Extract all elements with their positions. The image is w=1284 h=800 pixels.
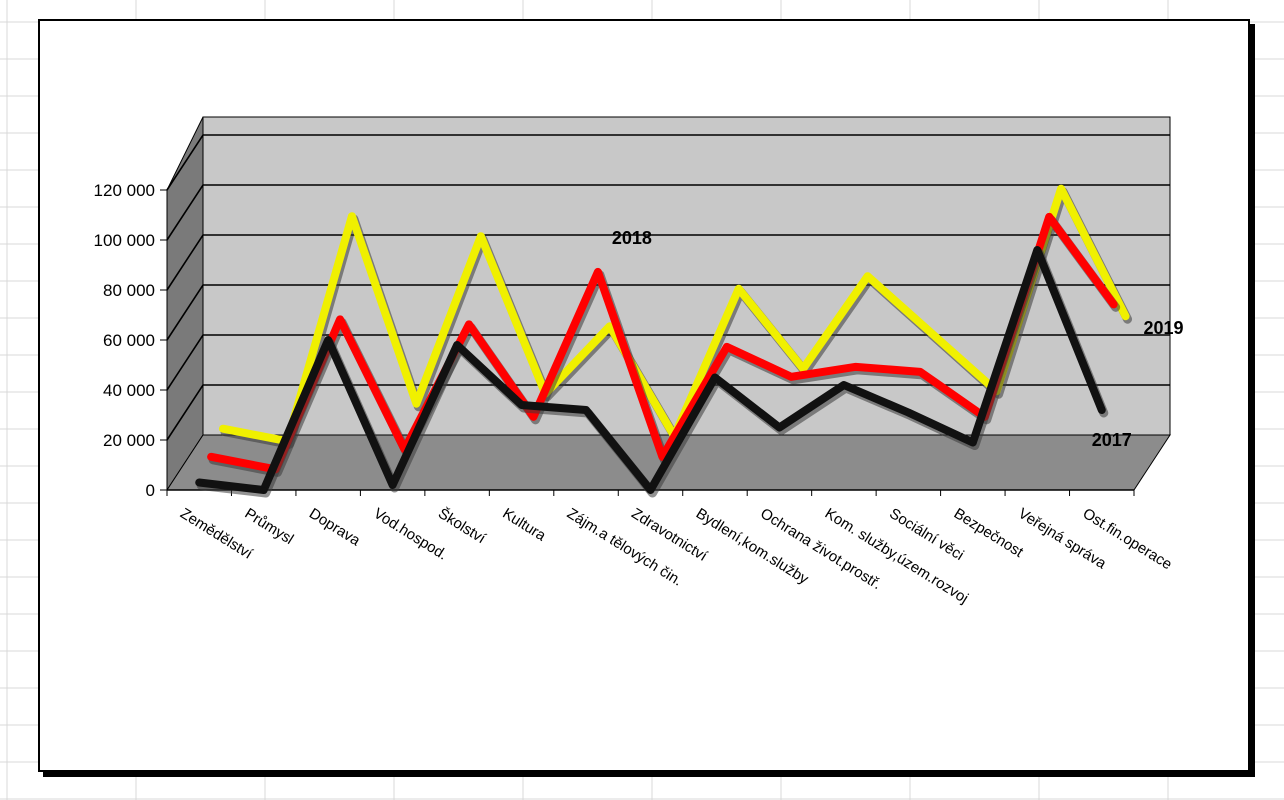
x-tick-label: Školství <box>435 505 489 548</box>
y-tick-label: 0 <box>146 481 155 500</box>
data-point <box>454 342 461 348</box>
x-tick-label: Ochrana život.prostř. <box>757 505 884 593</box>
gridline <box>166 184 1170 241</box>
data-point <box>518 402 525 408</box>
y-tick-label: 100 000 <box>94 231 155 250</box>
series-layer: 2019 2018 2017 <box>195 184 1184 498</box>
data-point <box>477 233 484 240</box>
data-point <box>1122 313 1129 320</box>
series-2017: 2017 <box>195 246 1132 498</box>
data-point <box>917 368 924 375</box>
data-point <box>260 487 267 493</box>
data-point <box>1046 213 1053 220</box>
data-point <box>659 453 666 460</box>
y-tick-label: 40 000 <box>103 381 155 400</box>
data-point <box>800 365 807 372</box>
data-point <box>1058 185 1065 192</box>
data-point <box>606 323 613 330</box>
data-point <box>840 382 847 388</box>
y-tick-label: 60 000 <box>103 331 155 350</box>
data-point <box>1098 407 1105 413</box>
data-point <box>852 363 859 370</box>
gridline <box>166 284 1170 341</box>
x-tick-label: Zájm.a tělových čin. <box>564 505 685 590</box>
data-point <box>1110 301 1117 308</box>
data-point <box>905 409 912 416</box>
y-axis: 0 20 000 40 000 60 000 80 000 100 000 120 000 <box>94 181 167 500</box>
series-label: 2019 <box>1144 318 1184 338</box>
data-point <box>776 424 783 431</box>
series-label: 2017 <box>1092 430 1132 450</box>
data-point <box>325 337 332 343</box>
x-tick-label: Průmysl <box>242 505 297 548</box>
data-point <box>647 487 654 493</box>
data-point <box>583 407 590 413</box>
data-point <box>711 374 718 381</box>
data-point <box>208 453 215 460</box>
data-point <box>348 213 355 220</box>
x-tick-label: Bydlení,kom.služby <box>693 505 812 588</box>
data-point <box>196 479 203 486</box>
data-point <box>465 321 472 328</box>
data-point <box>530 413 537 420</box>
y-tick-label: 80 000 <box>103 281 155 300</box>
data-point <box>969 439 976 446</box>
data-point <box>413 400 420 407</box>
x-tick-label: Kultura <box>499 505 549 545</box>
data-point <box>723 343 730 350</box>
data-point <box>788 373 795 380</box>
data-point <box>389 482 396 488</box>
data-point <box>594 268 601 275</box>
data-point <box>929 330 936 337</box>
x-tick-label: Doprava <box>306 505 364 550</box>
data-point <box>735 285 742 292</box>
data-point <box>219 425 226 432</box>
series-label: 2018 <box>612 228 652 248</box>
y-tick-label: 120 000 <box>94 181 155 200</box>
y-tick-label: 20 000 <box>103 431 155 450</box>
data-point <box>337 316 344 323</box>
gridline <box>166 134 1170 191</box>
gridline <box>166 234 1170 291</box>
chart-area[interactable]: 0 20 000 40 000 60 000 80 000 100 000 120 000 … <box>38 19 1250 772</box>
data-point <box>864 273 871 280</box>
side-wall <box>166 116 204 492</box>
gridline <box>166 334 1170 391</box>
data-point <box>1034 247 1041 253</box>
